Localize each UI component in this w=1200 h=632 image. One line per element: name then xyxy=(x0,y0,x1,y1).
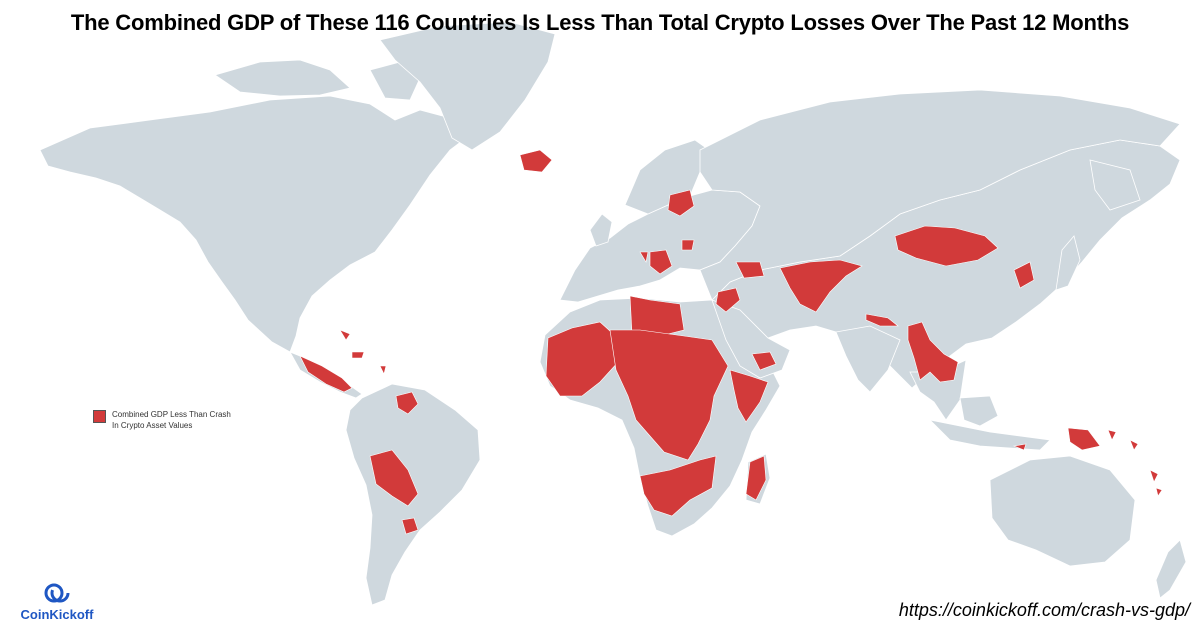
caribbean-highlight xyxy=(339,329,387,375)
map-title: The Combined GDP of These 116 Countries … xyxy=(70,10,1130,35)
arctic-islands-land xyxy=(214,59,351,97)
japan-land xyxy=(1055,235,1081,291)
siberia-land xyxy=(699,89,1181,301)
legend: Combined GDP Less Than Crash In Crypto A… xyxy=(93,409,272,431)
australia-land xyxy=(989,455,1136,567)
north-america-land xyxy=(39,95,471,353)
southern-africa-highlight xyxy=(639,455,717,517)
source-url: https://coinkickoff.com/crash-vs-gdp/ xyxy=(898,600,1190,620)
legend-label-line1: Combined GDP Less Than Crash xyxy=(112,410,231,419)
myanmar-laos-cambodia-highlight xyxy=(907,321,959,383)
iceland-highlight xyxy=(519,149,553,173)
papua-new-guinea-highlight xyxy=(1067,427,1101,451)
borneo-land xyxy=(959,395,999,427)
lebanon-jordan-highlight xyxy=(715,287,741,313)
guyana-suriname-highlight xyxy=(395,391,419,415)
north-korea-highlight xyxy=(1013,261,1035,289)
mongolia-highlight xyxy=(894,225,999,267)
coin-logo-icon xyxy=(44,583,70,603)
east-asia-islands-land xyxy=(1089,159,1141,211)
brand-logo: CoinKickoff xyxy=(12,580,102,622)
legend-label: Combined GDP Less Than Crash In Crypto A… xyxy=(112,409,272,431)
balkans-highlight xyxy=(639,239,695,275)
legend-label-line2: In Crypto Asset Values xyxy=(112,421,193,430)
india-land xyxy=(835,325,901,393)
timor-leste-highlight xyxy=(1012,443,1027,451)
bolivia-paraguay-highlight xyxy=(369,449,419,507)
land-masses xyxy=(39,21,1187,606)
central-africa-highlight xyxy=(609,329,729,461)
caucasus-highlight xyxy=(735,261,765,279)
greenland-land xyxy=(379,21,556,151)
horn-of-africa-highlight xyxy=(729,369,769,423)
new-zealand-land xyxy=(1155,539,1187,599)
lithuania-belarus-highlight xyxy=(667,189,695,217)
west-africa-sahel-highlight xyxy=(545,321,621,397)
indonesia-land xyxy=(928,419,1051,451)
legend-swatch xyxy=(93,410,106,423)
nepal-bhutan-highlight xyxy=(865,313,899,327)
central-asia-highlight xyxy=(779,259,863,313)
madagascar-highlight xyxy=(745,455,767,501)
brand-name: CoinKickoff xyxy=(20,607,94,622)
uk-ireland-land xyxy=(589,213,613,247)
highlighted-countries xyxy=(299,149,1163,535)
yemen-highlight xyxy=(751,351,777,371)
central-america-highlight xyxy=(299,355,353,393)
pacific-islands-highlight xyxy=(1107,429,1163,497)
uruguay-highlight xyxy=(401,517,419,535)
